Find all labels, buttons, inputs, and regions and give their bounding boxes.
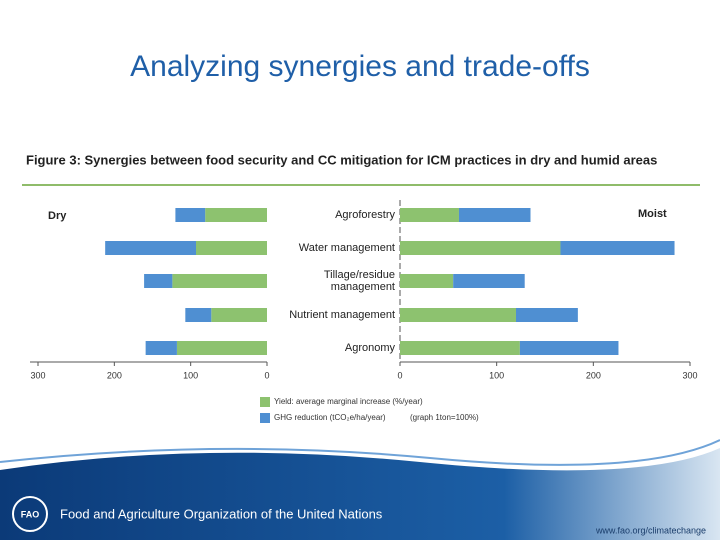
- bar-segment: [400, 241, 561, 255]
- legend-swatch: [260, 397, 270, 407]
- x-tick-label: 300: [30, 370, 45, 380]
- legend-label: Yield: average marginal increase (%/year…: [274, 397, 423, 406]
- bar-segment: [400, 341, 520, 355]
- bar-segment: [519, 341, 619, 355]
- panel-label: Moist: [638, 208, 667, 220]
- bar-segment: [175, 208, 206, 222]
- x-tick-label: 0: [397, 370, 402, 380]
- x-tick-label: 100: [489, 370, 504, 380]
- x-tick-label: 100: [183, 370, 198, 380]
- bar-segment: [145, 341, 177, 355]
- bar-segment: [211, 308, 267, 322]
- panel-label: Dry: [48, 210, 67, 222]
- bar-segment: [400, 274, 454, 288]
- bar-segment: [185, 308, 212, 322]
- bar-segment: [105, 241, 197, 255]
- bar-segment: [172, 274, 267, 288]
- footer-wave: [0, 439, 720, 466]
- x-tick-label: 200: [107, 370, 122, 380]
- category-label: Nutrient management: [289, 309, 395, 321]
- legend-label: GHG reduction (tCO₂e/ha/year): [274, 413, 386, 422]
- category-label: Agronomy: [344, 342, 395, 354]
- bar-segment: [453, 274, 525, 288]
- figure-caption: Figure 3: Synergies between food securit…: [26, 152, 657, 167]
- slide-title: Analyzing synergies and trade-offs: [130, 50, 590, 83]
- bar-segment: [144, 274, 173, 288]
- footer-organization: Food and Agriculture Organization of the…: [60, 506, 383, 521]
- category-label: Water management: [298, 242, 395, 254]
- bar-segment: [458, 208, 531, 222]
- bar-segment: [560, 241, 675, 255]
- bar-segment: [176, 341, 267, 355]
- bar-segment: [400, 308, 516, 322]
- category-label: Agroforestry: [335, 209, 395, 221]
- legend-note: (graph 1ton=100%): [410, 413, 479, 422]
- fao-logo: [12, 496, 48, 532]
- bar-segment: [516, 308, 578, 322]
- x-tick-label: 0: [264, 370, 269, 380]
- footer-url: www.fao.org/climatechange: [595, 525, 706, 535]
- footer-band: [0, 448, 720, 540]
- bar-segment: [205, 208, 267, 222]
- fao-logo-text: FAO: [21, 509, 40, 519]
- bar-segment: [196, 241, 267, 255]
- legend-swatch: [260, 413, 270, 423]
- category-label: Tillage/residue management: [323, 269, 395, 293]
- x-tick-label: 200: [586, 370, 601, 380]
- x-tick-label: 300: [682, 370, 697, 380]
- bar-segment: [400, 208, 459, 222]
